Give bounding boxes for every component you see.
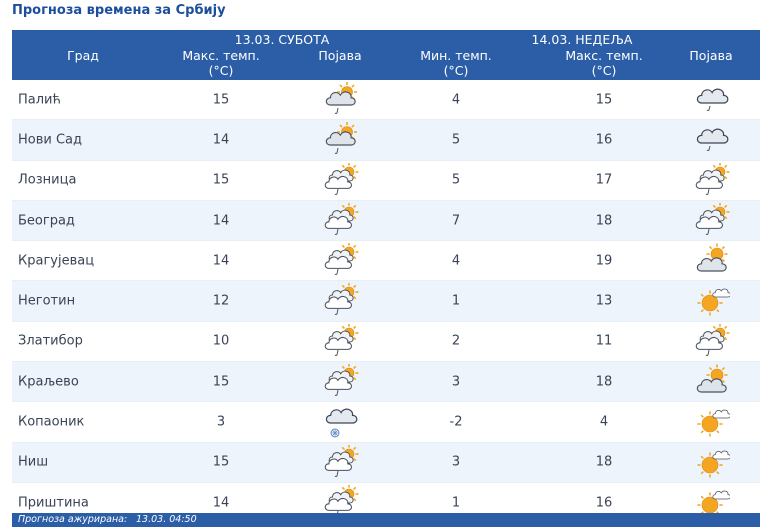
table-row: Краљево 15 3 18 <box>12 362 760 403</box>
table-row: Неготин 12 1 13 <box>12 281 760 322</box>
table-row: Крагујевац 14 4 19 <box>12 241 760 282</box>
city-name: Лозница <box>18 172 77 188</box>
clouds-sun-drizzle-icon <box>324 364 359 397</box>
partly-cloudy-sun-icon <box>696 243 728 272</box>
min-temp-day2: 4 <box>451 253 461 269</box>
max-temp-day1: 10 <box>212 333 230 349</box>
min-temp-day2: -2 <box>449 414 463 430</box>
max-temp-day1: 3 <box>216 414 226 430</box>
city-name: Приштина <box>18 495 89 511</box>
max-temp-day1: 15 <box>212 172 230 188</box>
city-name: Копаоник <box>18 414 85 430</box>
max-temp-day1: 14 <box>212 132 230 148</box>
max-temp-day2: 18 <box>595 374 613 390</box>
min-temp-day2: 5 <box>451 132 461 148</box>
min-temp-day2: 1 <box>451 495 461 511</box>
col-phenomenon-2: Појава <box>689 48 733 63</box>
table-row: Копаоник 3 -2 4 <box>12 402 760 443</box>
page-title: Прогноза времена за Србију <box>12 3 226 18</box>
city-name: Златибор <box>18 333 83 349</box>
day1-label: 13.03. СУБОТА <box>234 32 330 47</box>
max-temp-day2: 16 <box>595 495 613 511</box>
city-name: Ниш <box>18 454 49 470</box>
col-max-temp-1-label: Макс. темп. <box>182 48 260 63</box>
col-city: Град <box>67 48 99 63</box>
table-row: Ниш 15 3 18 <box>12 442 760 483</box>
col-max-temp-2: Макс. темп. (°C) <box>549 48 659 78</box>
sun-cloud-icon <box>697 410 730 437</box>
table-header: 13.03. СУБОТА 14.03. НЕДЕЉА Град Макс. т… <box>12 30 760 80</box>
max-temp-day1: 14 <box>212 253 230 269</box>
max-temp-day1: 15 <box>212 92 230 108</box>
sun-cloud-icon <box>697 450 730 478</box>
table-row: Београд 14 7 18 <box>12 200 760 242</box>
min-temp-day2: 3 <box>451 374 461 390</box>
clouds-sun-drizzle-icon <box>695 162 730 195</box>
clouds-sun-drizzle-icon <box>324 323 359 356</box>
clouds-sun-drizzle-icon <box>324 162 359 195</box>
city-name: Палић <box>18 92 61 108</box>
city-name: Београд <box>18 213 75 229</box>
clouds-sun-drizzle-icon <box>695 323 730 356</box>
col-min-temp-2: Мин. темп. (°C) <box>407 48 505 78</box>
table-row: Златибор 10 2 11 <box>12 322 760 363</box>
table-row: Палић 15 4 15 <box>12 80 760 121</box>
city-name: Крагујевац <box>18 253 95 269</box>
col-max-temp-1: Макс. темп. (°C) <box>172 48 270 78</box>
clouds-sun-drizzle-icon <box>695 202 730 235</box>
min-temp-day2: 3 <box>451 454 461 470</box>
partly-cloudy-sun-drizzle-icon <box>325 122 357 155</box>
clouds-sun-drizzle-icon <box>324 202 359 235</box>
max-temp-day2: 16 <box>595 132 613 148</box>
max-temp-day2: 4 <box>599 414 609 430</box>
max-temp-day1: 14 <box>212 213 230 229</box>
col-max-temp-2-label: Макс. темп. <box>565 48 643 63</box>
min-temp-day2: 2 <box>451 333 461 349</box>
partly-cloudy-sun-icon <box>696 364 728 393</box>
max-temp-day2: 18 <box>595 454 613 470</box>
max-temp-day1: 14 <box>212 495 230 511</box>
day2-label: 14.03. НЕДЕЉА <box>531 32 633 47</box>
forecast-table-body: Палић 15 4 15 Нови Сад 14 5 16 Лозница 15 5 17 Беогр… <box>12 80 760 524</box>
update-time: 13.03. 04:50 <box>136 514 197 525</box>
min-temp-day2: 1 <box>451 293 461 309</box>
max-temp-day2: 15 <box>595 92 613 108</box>
min-temp-day2: 4 <box>451 92 461 108</box>
cloud-drizzle-icon <box>696 88 729 111</box>
col-phenomenon-1: Појава <box>318 48 362 63</box>
table-row: Нови Сад 14 5 16 <box>12 120 760 161</box>
partly-cloudy-sun-drizzle-icon <box>325 82 357 114</box>
cloud-snow-icon <box>325 408 358 438</box>
max-temp-day2: 19 <box>595 253 613 269</box>
max-temp-day2: 17 <box>595 172 613 188</box>
min-temp-day2: 7 <box>451 213 461 229</box>
clouds-sun-drizzle-icon <box>324 444 359 477</box>
city-name: Неготин <box>18 293 76 309</box>
max-temp-day2: 18 <box>595 213 613 229</box>
city-name: Краљево <box>18 374 79 390</box>
max-temp-day1: 12 <box>212 293 230 309</box>
max-temp-day2: 11 <box>595 333 613 349</box>
sun-cloud-icon <box>697 490 730 518</box>
sun-cloud-icon <box>697 289 730 316</box>
max-temp-day1: 15 <box>212 454 230 470</box>
col-max-temp-2-unit: (°C) <box>591 63 617 78</box>
max-temp-day2: 13 <box>595 293 613 309</box>
col-min-temp-2-label: Мин. темп. <box>420 48 492 63</box>
clouds-sun-drizzle-icon <box>324 283 359 316</box>
col-max-temp-1-unit: (°C) <box>208 63 234 78</box>
cloud-drizzle-icon <box>696 128 729 152</box>
max-temp-day1: 15 <box>212 374 230 390</box>
clouds-sun-drizzle-icon <box>324 243 359 276</box>
min-temp-day2: 5 <box>451 172 461 188</box>
update-footer: Прогноза ажурирана: 13.03. 04:50 <box>12 513 760 527</box>
update-label: Прогноза ажурирана: <box>18 514 128 525</box>
table-row: Лозница 15 5 17 <box>12 161 760 201</box>
col-min-temp-2-unit: (°C) <box>443 63 469 78</box>
city-name: Нови Сад <box>18 132 83 148</box>
